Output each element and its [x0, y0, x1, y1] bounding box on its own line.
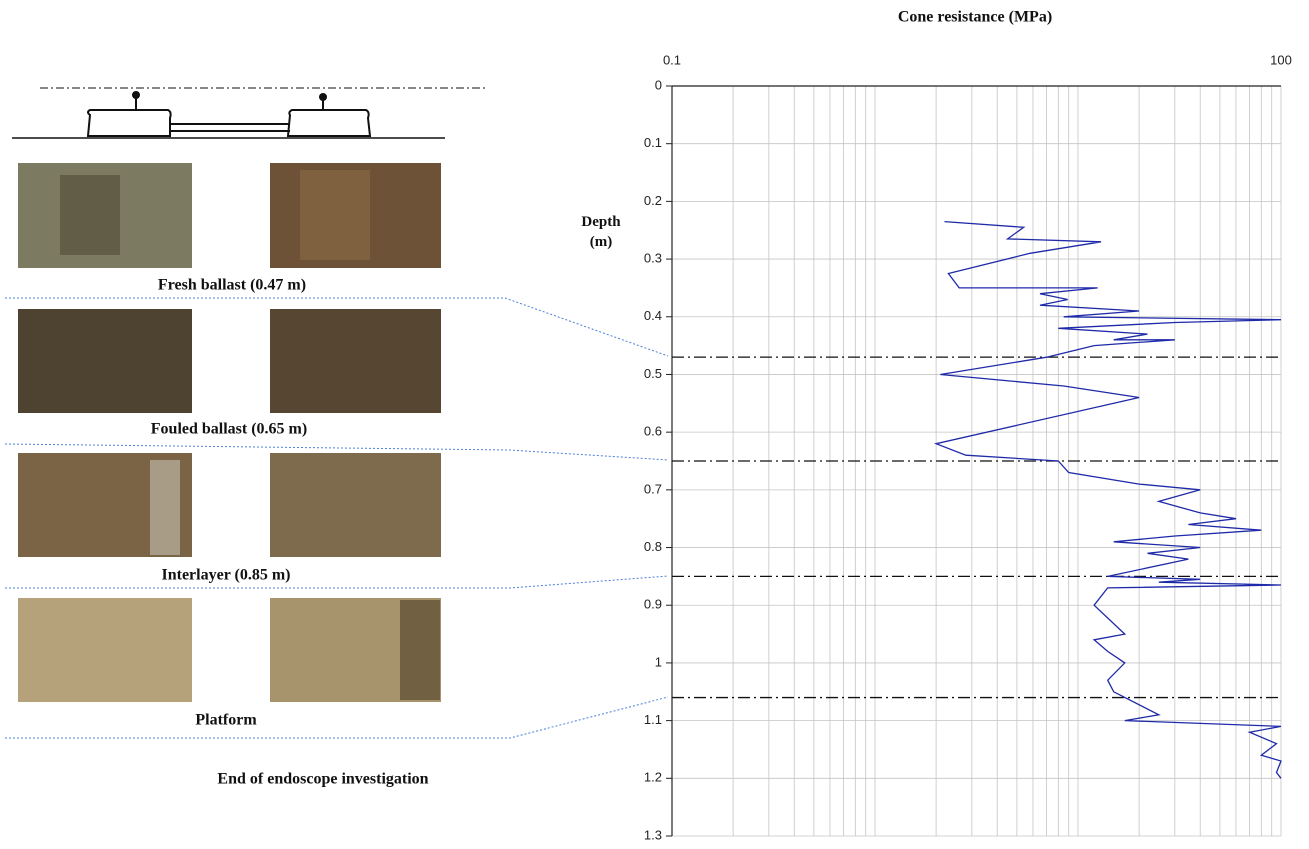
y-tick-label: 1	[655, 654, 662, 669]
y-tick-label: 0.7	[644, 481, 662, 496]
y-axis-label: Depth (m)	[581, 214, 621, 250]
data-line	[933, 220, 1282, 779]
layer-label: Platform	[195, 712, 257, 729]
y-tick-label: 0.9	[644, 597, 662, 612]
y-tick-label: 0	[655, 77, 662, 92]
y-tick-label: 0.5	[644, 366, 662, 381]
x-tick-label: 0.1	[663, 52, 681, 67]
y-tick-label: 0.3	[644, 251, 662, 266]
endoscope-photos	[18, 163, 441, 702]
x-tick-label: 100	[1270, 52, 1292, 67]
layer-label: Interlayer (0.85 m)	[162, 567, 291, 584]
y-tick-label: 1.1	[644, 712, 662, 727]
annotation: End of endoscope investigation	[217, 771, 428, 788]
y-tick-label: 0.1	[644, 135, 662, 150]
y-tick-label: 0.6	[644, 424, 662, 439]
layer-label: Fouled ballast (0.65 m)	[151, 421, 307, 438]
layer-label: Fresh ballast (0.47 m)	[158, 277, 306, 294]
y-tick-label: 1.2	[644, 770, 662, 785]
y-tick-label: 0.2	[644, 193, 662, 208]
y-tick-label: 0.8	[644, 539, 662, 554]
track-sketch	[12, 87, 488, 139]
connectors	[4, 297, 669, 739]
y-tick-label: 1.3	[644, 827, 662, 842]
chart-title: Cone resistance (MPa)	[898, 9, 1052, 26]
y-tick-label: 0.4	[644, 308, 662, 323]
